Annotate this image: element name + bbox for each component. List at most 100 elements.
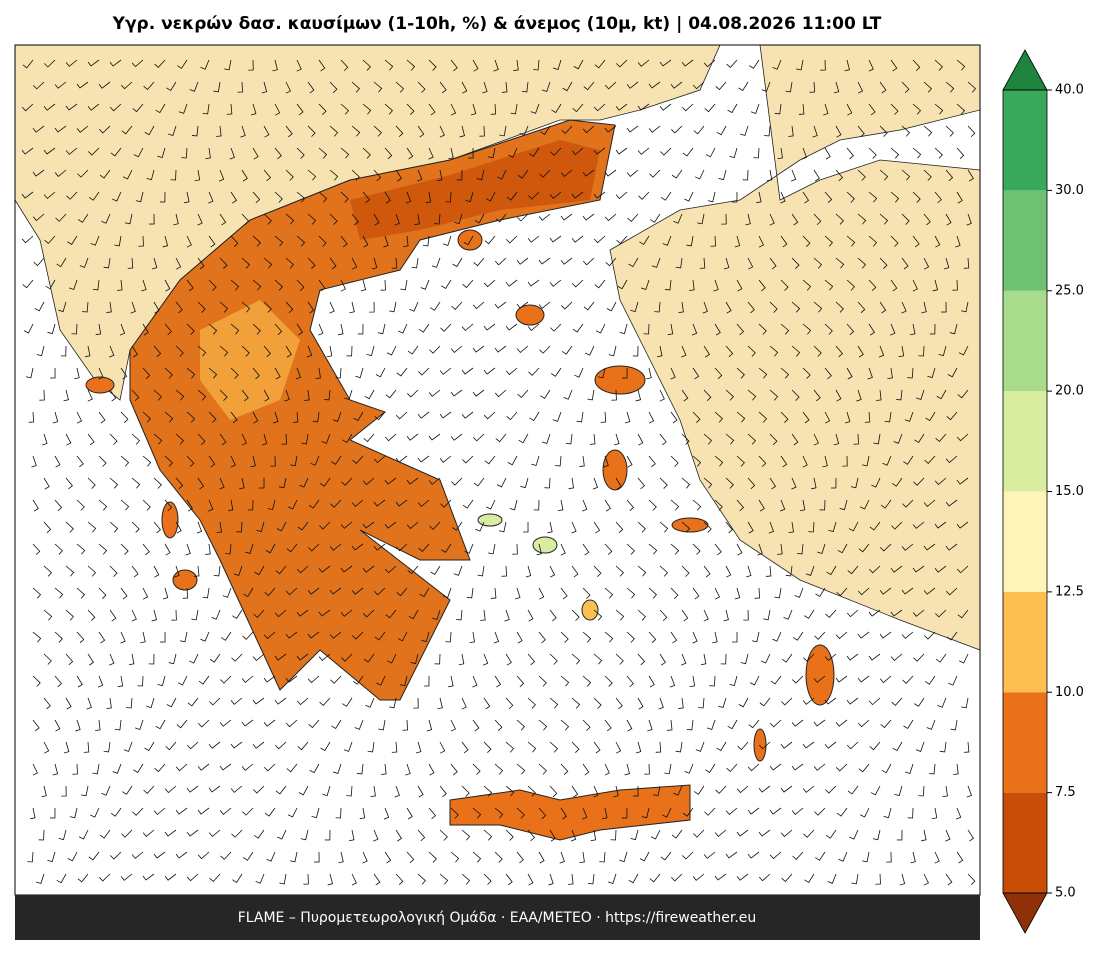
wind-barb (659, 477, 668, 489)
wind-barb (648, 587, 658, 599)
wind-barb (369, 301, 375, 313)
wind-barb (648, 81, 661, 89)
wind-barb (109, 103, 122, 112)
wind-barb (175, 257, 182, 270)
wind-barb (487, 147, 496, 159)
wind-barb (879, 213, 889, 225)
wind-barb (777, 147, 783, 160)
wind-barb (78, 213, 89, 223)
wind-barb (483, 829, 493, 841)
wind-barb (208, 323, 218, 335)
wind-barb (939, 741, 947, 753)
wind-barb (373, 543, 386, 551)
wind-barb (318, 323, 324, 336)
wind-barb (450, 103, 457, 116)
wind-barb (516, 675, 525, 688)
wind-barb (54, 499, 63, 512)
wind-barb (751, 631, 760, 643)
wind-barb (120, 455, 130, 467)
wind-barb (654, 301, 661, 313)
wind-barb (174, 565, 180, 578)
wind-barb (743, 609, 749, 621)
wind-barb (956, 433, 969, 442)
wind-barb (769, 851, 782, 860)
wind-barb (153, 477, 162, 489)
wind-barb (934, 103, 944, 115)
colorbar-under (1002, 892, 1048, 934)
wind-barb (813, 763, 826, 771)
wind-barb (213, 565, 221, 577)
wind-barb (516, 301, 529, 309)
lesvos (594, 365, 646, 395)
wind-barb (822, 455, 828, 468)
wind-barb (131, 477, 141, 489)
wind-barb (583, 81, 595, 91)
wind-barb (439, 873, 449, 885)
wind-barb (224, 59, 232, 71)
wind-barb (873, 433, 881, 445)
wind-barb (285, 213, 295, 225)
wind-barb (929, 323, 936, 335)
wind-barb (47, 851, 56, 863)
wind-barb (848, 521, 859, 532)
wind-barb (362, 477, 375, 486)
wind-barb (340, 191, 349, 203)
wind-barb (344, 389, 353, 401)
wind-barb (205, 147, 211, 160)
wind-barb (109, 59, 122, 67)
wind-barb (506, 235, 518, 244)
wind-barb (86, 697, 92, 710)
wind-barb (141, 279, 147, 292)
wind-barb (935, 653, 947, 663)
wind-barb (593, 697, 602, 709)
wind-barb (673, 213, 683, 224)
wind-barb (693, 829, 705, 838)
wind-barb (766, 169, 773, 182)
wind-barb (56, 257, 67, 268)
wind-barb (76, 675, 83, 688)
wind-barb (296, 147, 305, 159)
wind-barb (352, 675, 364, 685)
wind-barb (374, 411, 386, 421)
wind-barb (232, 609, 243, 619)
wind-barb (691, 323, 698, 336)
wind-barb (740, 125, 749, 137)
wind-barb (426, 719, 433, 732)
wind-barb (373, 829, 379, 842)
island (581, 599, 599, 621)
wind-barb (604, 587, 614, 599)
wind-barb (33, 257, 45, 267)
wind-barb (705, 147, 716, 158)
wind-barb (461, 81, 468, 94)
wind-barb (154, 763, 166, 773)
wind-barb (164, 279, 171, 292)
wind-barb (67, 851, 78, 862)
wind-barb (148, 653, 155, 665)
wind-barb (423, 675, 430, 687)
wind-barb (278, 477, 287, 489)
wind-barb (857, 125, 865, 138)
wind-barb (725, 565, 732, 578)
wind-barb (177, 59, 188, 69)
wind-barb (482, 81, 488, 94)
wind-barb (533, 59, 540, 71)
wind-barb (833, 81, 840, 94)
wind-barb (942, 785, 948, 798)
wind-barb (517, 213, 529, 222)
wind-barb (349, 829, 355, 842)
wind-barb (197, 213, 203, 226)
wind-barb (285, 257, 295, 269)
wind-barb (638, 191, 650, 200)
wind-barb (824, 279, 834, 291)
wind-barb (582, 499, 588, 512)
wind-barb (54, 631, 63, 643)
wind-barb (319, 477, 331, 487)
wind-barb (703, 851, 716, 859)
wind-barb (946, 411, 958, 421)
wind-barb (761, 653, 771, 664)
wind-barb (384, 433, 397, 442)
wind-barb (846, 367, 853, 380)
wind-barb (405, 191, 412, 204)
wind-barb (562, 81, 573, 92)
wind-barb (646, 367, 652, 380)
